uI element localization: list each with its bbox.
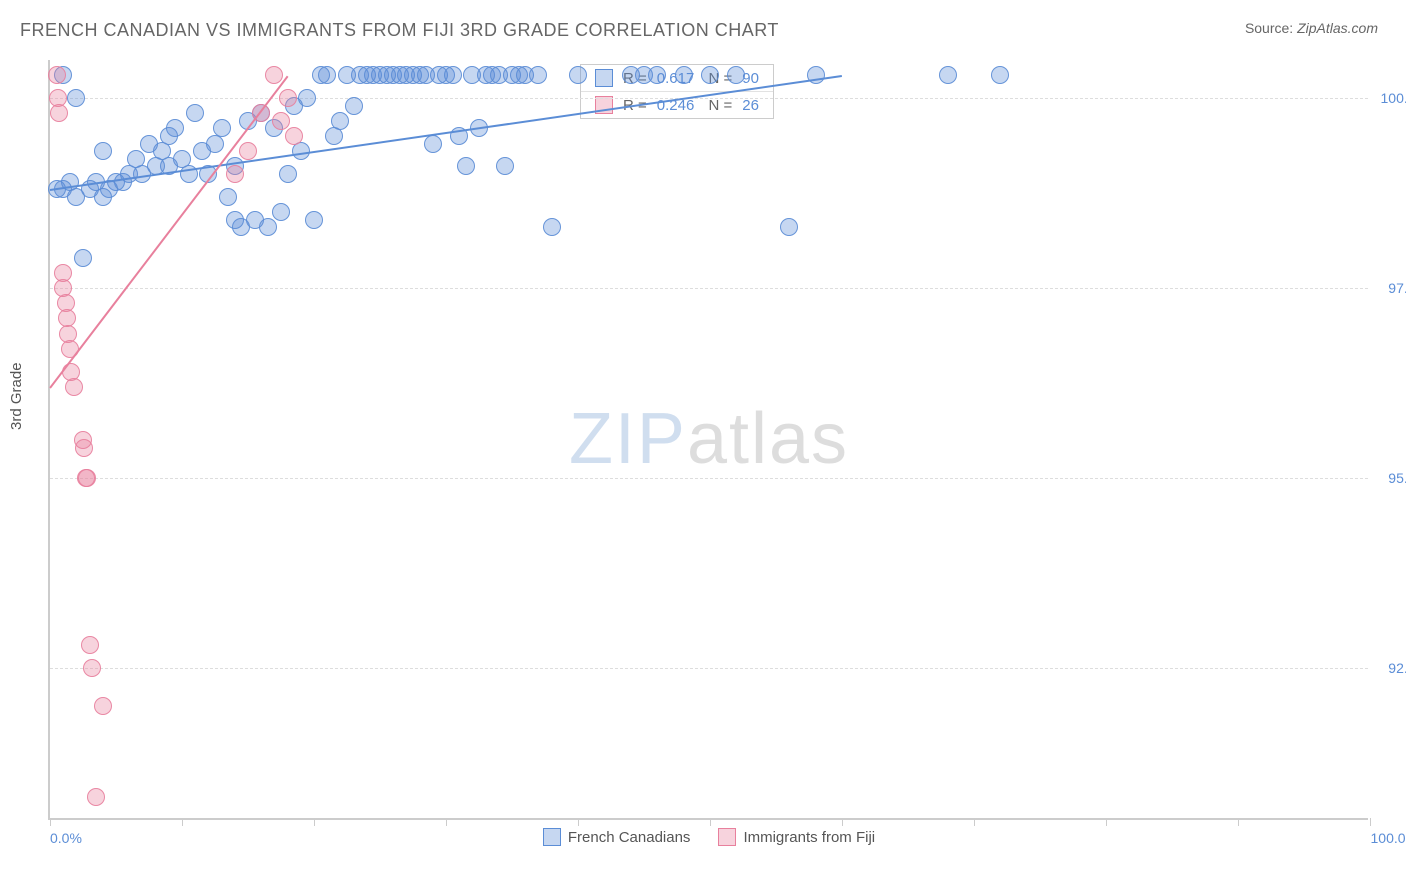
data-point [457, 157, 475, 175]
y-axis-label: 3rd Grade [8, 362, 25, 430]
data-point [65, 378, 83, 396]
x-tick [578, 818, 579, 826]
data-point [543, 218, 561, 236]
data-point [272, 203, 290, 221]
data-point [991, 66, 1009, 84]
x-tick [1238, 818, 1239, 826]
plot-area: ZIPatlas R = 0.617 N = 90 R = 0.246 N = … [48, 60, 1368, 820]
gridline [50, 668, 1368, 669]
data-point [83, 659, 101, 677]
x-tick [1370, 818, 1371, 826]
chart-title: FRENCH CANADIAN VS IMMIGRANTS FROM FIJI … [20, 20, 779, 41]
data-point [424, 135, 442, 153]
x-tick [50, 818, 51, 826]
data-point [331, 112, 349, 130]
x-tick [446, 818, 447, 826]
data-point [239, 142, 257, 160]
data-point [701, 66, 719, 84]
y-tick-label: 100.0% [1373, 90, 1406, 106]
data-point [285, 127, 303, 145]
data-point [272, 112, 290, 130]
gridline [50, 478, 1368, 479]
data-point [50, 104, 68, 122]
data-point [444, 66, 462, 84]
data-point [81, 636, 99, 654]
y-tick-label: 92.5% [1373, 660, 1406, 676]
data-point [48, 66, 66, 84]
x-tick [1106, 818, 1107, 826]
x-tick [314, 818, 315, 826]
data-point [265, 66, 283, 84]
source-attribution: Source: ZipAtlas.com [1245, 20, 1378, 36]
legend-label: French Canadians [568, 829, 691, 846]
data-point [78, 469, 96, 487]
data-point [94, 697, 112, 715]
watermark: ZIPatlas [569, 398, 849, 480]
y-tick-label: 97.5% [1373, 280, 1406, 296]
data-point [226, 165, 244, 183]
data-point [780, 218, 798, 236]
stats-row-series-1: R = 0.246 N = 26 [581, 91, 773, 118]
data-point [569, 66, 587, 84]
x-tick [842, 818, 843, 826]
legend-item: French Canadians [543, 828, 691, 846]
source-label: Source: [1245, 20, 1293, 36]
data-point [298, 89, 316, 107]
data-point [67, 89, 85, 107]
stat-n-value: 26 [742, 97, 759, 114]
x-axis-max-label: 100.0% [1371, 830, 1406, 846]
data-point [345, 97, 363, 115]
swatch-icon [543, 828, 561, 846]
legend-label: Immigrants from Fiji [743, 829, 875, 846]
data-point [186, 104, 204, 122]
data-point [675, 66, 693, 84]
data-point [219, 188, 237, 206]
stat-n-label: N = [704, 97, 732, 114]
data-point [529, 66, 547, 84]
y-tick-label: 95.0% [1373, 470, 1406, 486]
data-point [279, 165, 297, 183]
data-point [279, 89, 297, 107]
swatch-icon [595, 69, 613, 87]
data-point [74, 249, 92, 267]
data-point [318, 66, 336, 84]
data-point [727, 66, 745, 84]
x-tick [710, 818, 711, 826]
data-point [75, 439, 93, 457]
gridline [50, 288, 1368, 289]
x-tick [974, 818, 975, 826]
data-point [939, 66, 957, 84]
gridline [50, 98, 1368, 99]
swatch-icon [718, 828, 736, 846]
data-point [87, 788, 105, 806]
source-value: ZipAtlas.com [1297, 20, 1378, 36]
x-tick [182, 818, 183, 826]
data-point [305, 211, 323, 229]
bottom-legend: French Canadians Immigrants from Fiji [50, 828, 1368, 846]
watermark-atlas: atlas [687, 399, 849, 479]
data-point [94, 142, 112, 160]
legend-item: Immigrants from Fiji [718, 828, 875, 846]
data-point [496, 157, 514, 175]
data-point [166, 119, 184, 137]
data-point [213, 119, 231, 137]
data-point [648, 66, 666, 84]
data-point [259, 218, 277, 236]
watermark-zip: ZIP [569, 399, 687, 479]
